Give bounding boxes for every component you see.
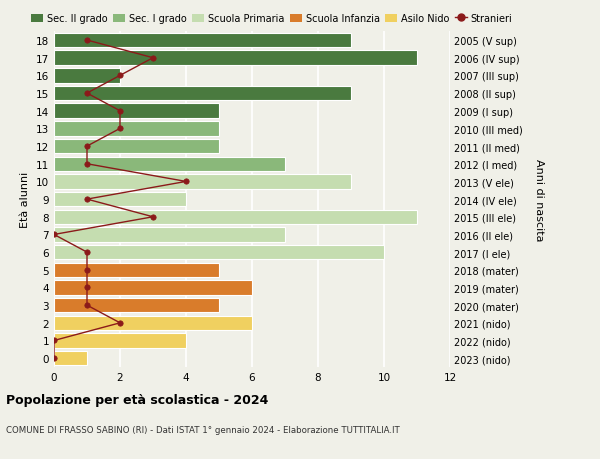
Point <box>82 90 92 97</box>
Bar <box>54 192 186 207</box>
Bar <box>54 69 120 84</box>
Bar <box>54 175 351 189</box>
Bar <box>54 334 186 348</box>
Y-axis label: Anni di nascita: Anni di nascita <box>534 158 544 241</box>
Bar <box>54 51 417 66</box>
Point <box>82 161 92 168</box>
Point <box>82 143 92 151</box>
Point <box>49 337 59 344</box>
Bar <box>54 210 417 224</box>
Point <box>181 179 191 186</box>
Point <box>115 73 125 80</box>
Y-axis label: Età alunni: Età alunni <box>20 172 31 228</box>
Bar <box>54 280 252 295</box>
Point <box>82 284 92 291</box>
Point <box>82 196 92 203</box>
Bar <box>54 228 285 242</box>
Bar <box>54 316 252 330</box>
Bar <box>54 87 351 101</box>
Point <box>115 108 125 115</box>
Text: Popolazione per età scolastica - 2024: Popolazione per età scolastica - 2024 <box>6 393 268 406</box>
Point <box>49 231 59 239</box>
Bar <box>54 263 219 277</box>
Point <box>82 249 92 256</box>
Bar <box>54 298 219 313</box>
Bar <box>54 140 219 154</box>
Point <box>82 302 92 309</box>
Point <box>115 125 125 133</box>
Bar <box>54 246 384 260</box>
Point <box>115 319 125 327</box>
Text: COMUNE DI FRASSO SABINO (RI) - Dati ISTAT 1° gennaio 2024 - Elaborazione TUTTITA: COMUNE DI FRASSO SABINO (RI) - Dati ISTA… <box>6 425 400 434</box>
Point <box>82 37 92 45</box>
Bar <box>54 34 351 48</box>
Bar <box>54 104 219 119</box>
Bar <box>54 122 219 136</box>
Bar <box>54 157 285 172</box>
Legend: Sec. II grado, Sec. I grado, Scuola Primaria, Scuola Infanzia, Asilo Nido, Stran: Sec. II grado, Sec. I grado, Scuola Prim… <box>31 14 512 24</box>
Point <box>82 267 92 274</box>
Point <box>148 213 158 221</box>
Point <box>148 55 158 62</box>
Point <box>49 355 59 362</box>
Bar <box>54 351 87 366</box>
